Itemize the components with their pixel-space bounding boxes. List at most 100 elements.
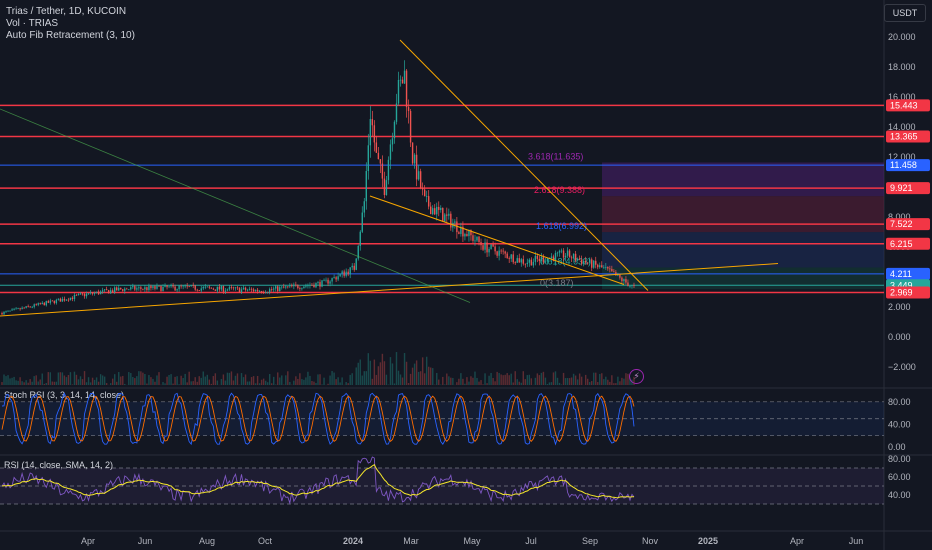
rsi-tick-label: 60.00	[888, 472, 911, 482]
volume-legend[interactable]: Vol · TRIAS	[6, 18, 59, 29]
volume-bar	[192, 381, 194, 385]
candle-body	[454, 221, 456, 223]
candle-body	[562, 250, 565, 258]
candle-body	[85, 293, 88, 297]
volume-bar	[423, 373, 426, 385]
candle-body	[168, 286, 170, 288]
candle-body	[387, 159, 390, 181]
candle-body	[39, 303, 41, 305]
candle-body	[389, 144, 392, 160]
candle-body	[164, 285, 166, 287]
candle-body	[114, 287, 116, 293]
candle-body	[71, 297, 74, 300]
candle-body	[458, 232, 460, 234]
candle-body	[75, 294, 78, 296]
candle-body	[607, 267, 609, 269]
candle-body	[210, 287, 213, 289]
volume-bar	[268, 374, 271, 385]
candle-body	[297, 285, 299, 289]
volume-bar	[504, 374, 506, 385]
candle-body	[359, 231, 361, 246]
volume-bar	[174, 376, 176, 385]
volume-bar	[415, 360, 418, 385]
volume-bar	[574, 375, 577, 385]
volume-bar	[45, 382, 47, 385]
candle-body	[188, 286, 190, 288]
volume-bar	[500, 374, 502, 385]
candle-body	[248, 288, 251, 290]
candle-body	[122, 289, 124, 291]
candle-body	[23, 307, 25, 309]
candle-body	[506, 253, 508, 259]
volume-bar	[236, 373, 239, 385]
volume-bar	[395, 352, 398, 385]
flash-icon[interactable]: ⚡	[629, 369, 644, 384]
volume-bar	[369, 360, 372, 385]
candle-body	[293, 284, 295, 287]
volume-bar	[401, 377, 404, 385]
candle-body	[377, 152, 380, 160]
candle-body	[301, 288, 303, 290]
volume-bar	[411, 367, 414, 385]
price-tick-label: 14.000	[888, 122, 916, 132]
candle-body	[109, 290, 112, 294]
volume-bar	[572, 373, 575, 385]
volume-bar	[116, 381, 118, 385]
fib-level-label: 0(3.187)	[540, 278, 574, 288]
candle-body	[67, 299, 70, 301]
volume-bar	[31, 381, 33, 385]
candle-body	[279, 287, 281, 292]
volume-bar	[339, 382, 341, 385]
volume-bar	[425, 356, 428, 385]
time-tick-label: Nov	[642, 536, 659, 546]
fib-legend[interactable]: Auto Fib Retracement (3, 10)	[6, 30, 135, 41]
candle-body	[480, 242, 482, 246]
volume-bar	[114, 374, 116, 385]
candle-body	[468, 229, 470, 237]
candle-body	[516, 258, 518, 263]
candle-body	[518, 258, 520, 263]
candle-body	[150, 285, 152, 289]
volume-bar	[586, 378, 589, 385]
candle-body	[178, 285, 180, 290]
candle-body	[289, 285, 291, 287]
volume-bar	[593, 372, 595, 385]
candle-body	[25, 306, 27, 308]
price-level-label: 6.215	[890, 239, 913, 249]
candle-body	[500, 250, 502, 252]
volume-bar	[156, 375, 158, 385]
volume-bar	[182, 377, 184, 385]
candle-body	[419, 171, 422, 188]
candle-body	[315, 282, 317, 288]
volume-bar	[19, 377, 21, 385]
symbol-title[interactable]: Trias / Tether, 1D, KUCOIN	[6, 6, 127, 17]
volume-bar	[25, 380, 27, 385]
volume-bar	[427, 366, 430, 385]
stoch-tick-label: 0.00	[888, 442, 906, 452]
volume-bar	[470, 376, 472, 385]
volume-bar	[570, 377, 573, 385]
candle-body	[130, 287, 132, 290]
volume-bar	[105, 383, 108, 385]
candle-body	[281, 286, 283, 288]
volume-bar	[321, 384, 323, 385]
candle-body	[472, 235, 474, 241]
volume-bar	[494, 381, 496, 385]
volume-bar	[168, 374, 170, 385]
stoch-k-line	[1, 392, 635, 446]
price-tick-label: 18.000	[888, 62, 916, 72]
candle-body	[470, 229, 472, 236]
volume-bar	[99, 374, 102, 385]
candle-body	[132, 286, 134, 288]
candle-body	[627, 282, 629, 287]
candle-body	[134, 286, 136, 290]
volume-bar	[301, 379, 303, 385]
volume-bar	[65, 377, 68, 385]
volume-bar	[389, 357, 392, 385]
price-label-box	[886, 182, 930, 195]
fib-level-label: 2.618(9.388)	[534, 185, 585, 195]
volume-bar	[514, 371, 516, 385]
volume-bar	[347, 383, 349, 385]
currency-button[interactable]: USDT	[884, 4, 926, 22]
